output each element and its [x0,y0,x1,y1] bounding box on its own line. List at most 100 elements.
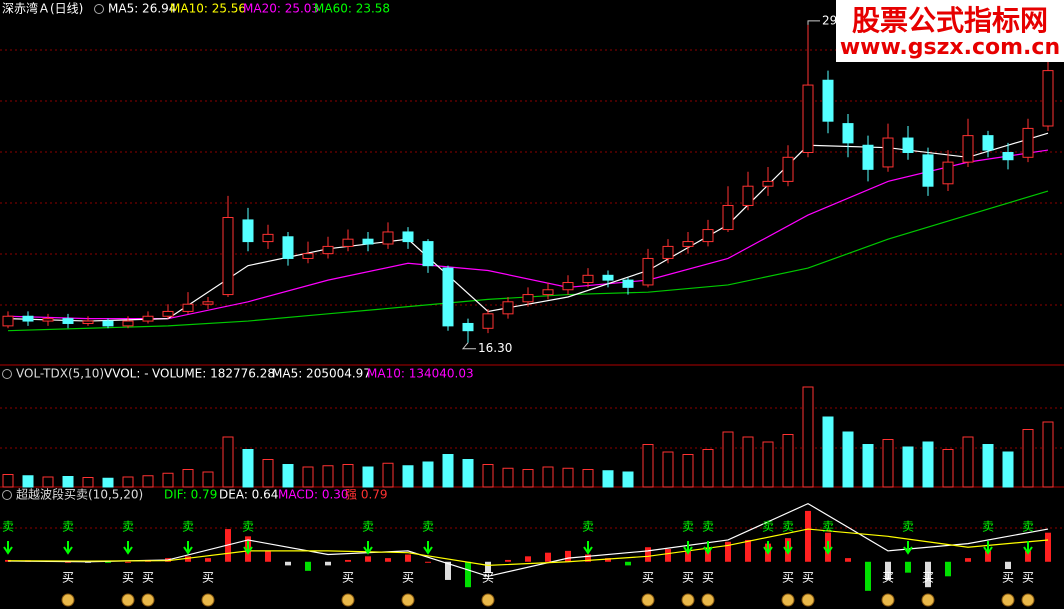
sell-signal: 卖 [62,520,74,534]
money-bag [1021,593,1035,607]
volume-bar [922,441,934,488]
macd-bar [805,510,811,562]
sell-arrow [823,541,833,555]
volume-bar [262,459,274,488]
dif-label: DIF: 0.79 [164,488,217,502]
sell-signal: 卖 [582,520,594,534]
vol-ma5-label: MA5: 205004.97 [272,367,371,381]
candle-body [842,123,854,144]
macd-bar [625,561,631,566]
volume-bar [822,416,834,488]
min-pointer [461,342,476,350]
buy-signal: 买 [782,571,794,585]
macd-bar [965,558,971,562]
sell-signal: 卖 [182,520,194,534]
icon [2,490,12,500]
sell-arrow [763,541,773,555]
buy-signal: 买 [882,571,894,585]
candle-body [942,161,954,185]
macd-bar [525,556,531,562]
candle-body [22,315,34,322]
macd-bar [425,561,431,563]
macd-bar [545,552,551,562]
candle-body [262,233,274,243]
volume-bar [1042,421,1054,488]
ma-line [7,149,1049,320]
volume-bar [902,446,914,488]
macd-bar [845,558,851,562]
money-bag [141,593,155,607]
macd-bar [105,561,111,563]
volume-bar [1022,429,1034,488]
price-header: 深赤湾Ａ(日线) MA5: 26.94 MA10: 25.56 MA20: 25… [2,1,390,16]
money-bag [801,593,815,607]
money-bag [341,593,355,607]
sell-signal: 卖 [1022,520,1034,534]
volume-name: VOL-TDX(5,10) [16,367,104,381]
volume-bar [522,469,534,488]
macd-bar [725,541,731,562]
candle-body [562,282,574,291]
candle-body [582,274,594,284]
macd-bar [605,558,611,562]
buy-signal: 买 [802,571,814,585]
sell-arrow [983,541,993,555]
candle-body [382,231,394,245]
candle-body [322,245,334,255]
sell-signal: 卖 [782,520,794,534]
money-bag [881,593,895,607]
sell-signal: 卖 [682,520,694,534]
candle-body [102,320,114,327]
money-bag [781,593,795,607]
macd-bar [205,558,211,562]
volume-label: VOLUME: 182776.28 [152,367,275,381]
sell-signal: 卖 [762,520,774,534]
volume-bar [722,431,734,488]
macd-bar [1005,561,1011,570]
volume-bar [682,454,694,488]
volume-bar [62,476,74,488]
volume-bar [422,461,434,488]
candle-body [542,289,554,296]
candle-body [442,267,454,327]
volume-bar [122,476,134,488]
candle-body [1022,127,1034,158]
buy-signal: 买 [122,571,134,585]
sell-signal: 卖 [822,520,834,534]
candle-body [802,84,814,153]
sell-signal: 卖 [702,520,714,534]
volume-bar [642,444,654,488]
volume-bar [442,454,454,488]
macd-bar [485,561,491,573]
macd-bar [885,561,891,580]
sell-arrow [1023,541,1033,555]
candle-body [362,238,374,245]
min-label: 16.30 [478,341,512,355]
buy-signal: 买 [342,571,354,585]
sell-arrow [123,541,133,555]
volume-bar [362,466,374,488]
volume-bar [382,462,394,488]
buy-signal: 买 [482,571,494,585]
volume-bar [82,477,94,488]
price-grid [0,49,1064,529]
candle-body [982,135,994,151]
volume-bar [882,439,894,488]
candle-body [762,180,774,187]
icon [94,4,104,14]
volume-bar [482,464,494,488]
candle-body [302,253,314,259]
candle-body [962,135,974,163]
money-bag [201,593,215,607]
candle-body [862,144,874,170]
buy-signal: 买 [142,571,154,585]
vvol-label: VVOL: - [104,367,149,381]
sell-arrow [243,541,253,555]
volume-bar [842,431,854,488]
volume-bar [282,464,294,488]
buy-signal: 买 [402,571,414,585]
volume-bar [302,466,314,488]
candle-body [522,294,534,303]
dea-label: DEA: 0.64 [219,488,278,502]
